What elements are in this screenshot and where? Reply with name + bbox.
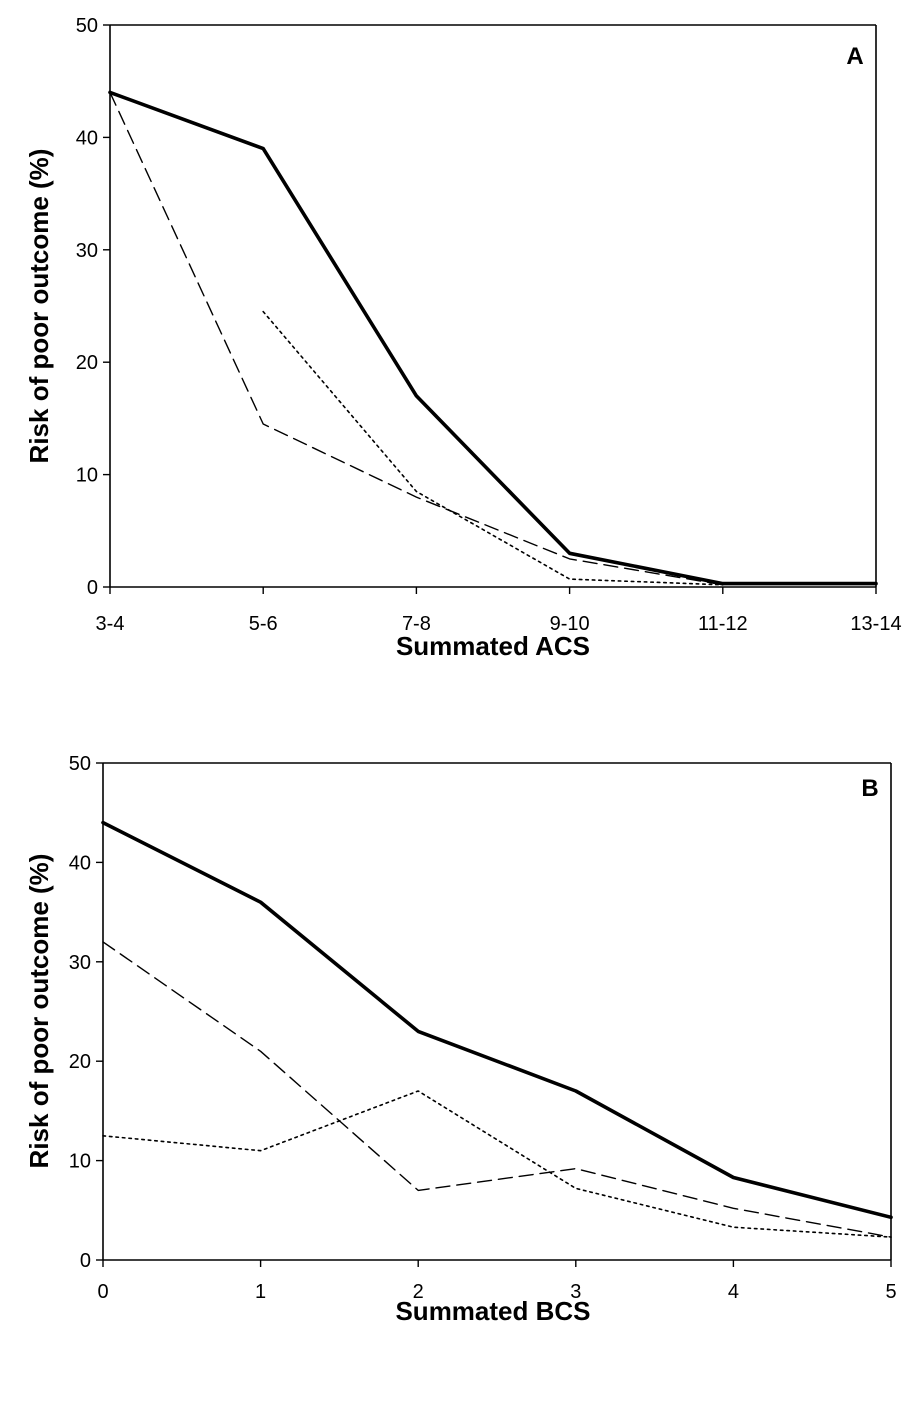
panel-b-x-tick-label: 1 bbox=[255, 1281, 266, 1303]
panel-a-y-tick-label: 30 bbox=[76, 240, 98, 262]
panel-a-x-tick-label: 13-14 bbox=[850, 613, 901, 635]
panel-a-x-tick-label: 9-10 bbox=[550, 613, 590, 635]
panel-b-y-tick-label: 30 bbox=[69, 952, 91, 974]
panel-b-x-ticks: 0 1 2 3 4 5 bbox=[97, 1260, 897, 1303]
panel-b-series bbox=[101, 820, 893, 1238]
panel-a-x-ticks: 3-4 5-6 7-8 9-10 11-12 13-14 bbox=[96, 587, 902, 635]
panel-b-chart: 0 10 20 30 40 50 0 1 2 3 4 5 B Summated BCS Risk o… bbox=[24, 753, 897, 1326]
panel-b-y-axis-title: Risk of poor outcome (%) bbox=[24, 854, 54, 1169]
panel-a-x-tick-label: 5-6 bbox=[249, 613, 278, 635]
panel-b-x-tick-label: 4 bbox=[728, 1281, 739, 1303]
panel-a-y-tick-label: 50 bbox=[76, 15, 98, 37]
panel-b-series-dotted-line bbox=[102, 1090, 892, 1238]
panel-a-x-tick-label: 11-12 bbox=[698, 613, 748, 635]
panel-a-chart: 0 10 20 30 40 50 3-4 5-6 7-8 9-10 11-12 13-14 A Su… bbox=[24, 15, 902, 661]
panel-a-y-tick-label: 20 bbox=[76, 352, 98, 374]
panel-a-y-tick-label: 40 bbox=[76, 127, 98, 149]
panel-a-y-axis-title: Risk of poor outcome (%) bbox=[24, 149, 54, 464]
panel-b-y-tick-label: 10 bbox=[69, 1151, 91, 1173]
panel-a-series-dotted-line bbox=[262, 310, 724, 586]
panel-b-x-tick-label: 0 bbox=[97, 1281, 108, 1303]
panel-b-x-tick-label: 3 bbox=[570, 1281, 581, 1303]
panel-a-series bbox=[108, 90, 878, 586]
panel-a-x-tick-label: 7-8 bbox=[402, 613, 431, 635]
panel-b-series-dashed-line bbox=[102, 941, 892, 1238]
panel-b-x-axis-title: Summated BCS bbox=[395, 1296, 590, 1326]
panel-b-y-tick-label: 50 bbox=[69, 753, 91, 775]
panel-a-letter: A bbox=[846, 43, 863, 70]
panel-b-x-tick-label: 2 bbox=[413, 1281, 424, 1303]
panel-a-y-tick-label: 10 bbox=[76, 465, 98, 487]
panel-a-x-tick-label: 3-4 bbox=[96, 613, 125, 635]
panel-a-y-ticks: 0 10 20 30 40 50 bbox=[76, 15, 110, 599]
panel-a-x-axis-title: Summated ACS bbox=[396, 631, 590, 661]
panel-b-series-solid-line bbox=[101, 820, 893, 1220]
panel-a-y-tick-label: 0 bbox=[87, 577, 98, 599]
panel-b-y-tick-label: 40 bbox=[69, 852, 91, 874]
panel-b-y-ticks: 0 10 20 30 40 50 bbox=[69, 753, 103, 1272]
panel-b-y-tick-label: 20 bbox=[69, 1051, 91, 1073]
panel-a-series-solid-line bbox=[108, 90, 878, 586]
panel-a-series-dashed-line bbox=[109, 91, 724, 586]
panel-b-letter: B bbox=[861, 775, 878, 802]
panel-b-x-tick-label: 5 bbox=[885, 1281, 896, 1303]
panel-b-y-tick-label: 0 bbox=[80, 1250, 91, 1272]
